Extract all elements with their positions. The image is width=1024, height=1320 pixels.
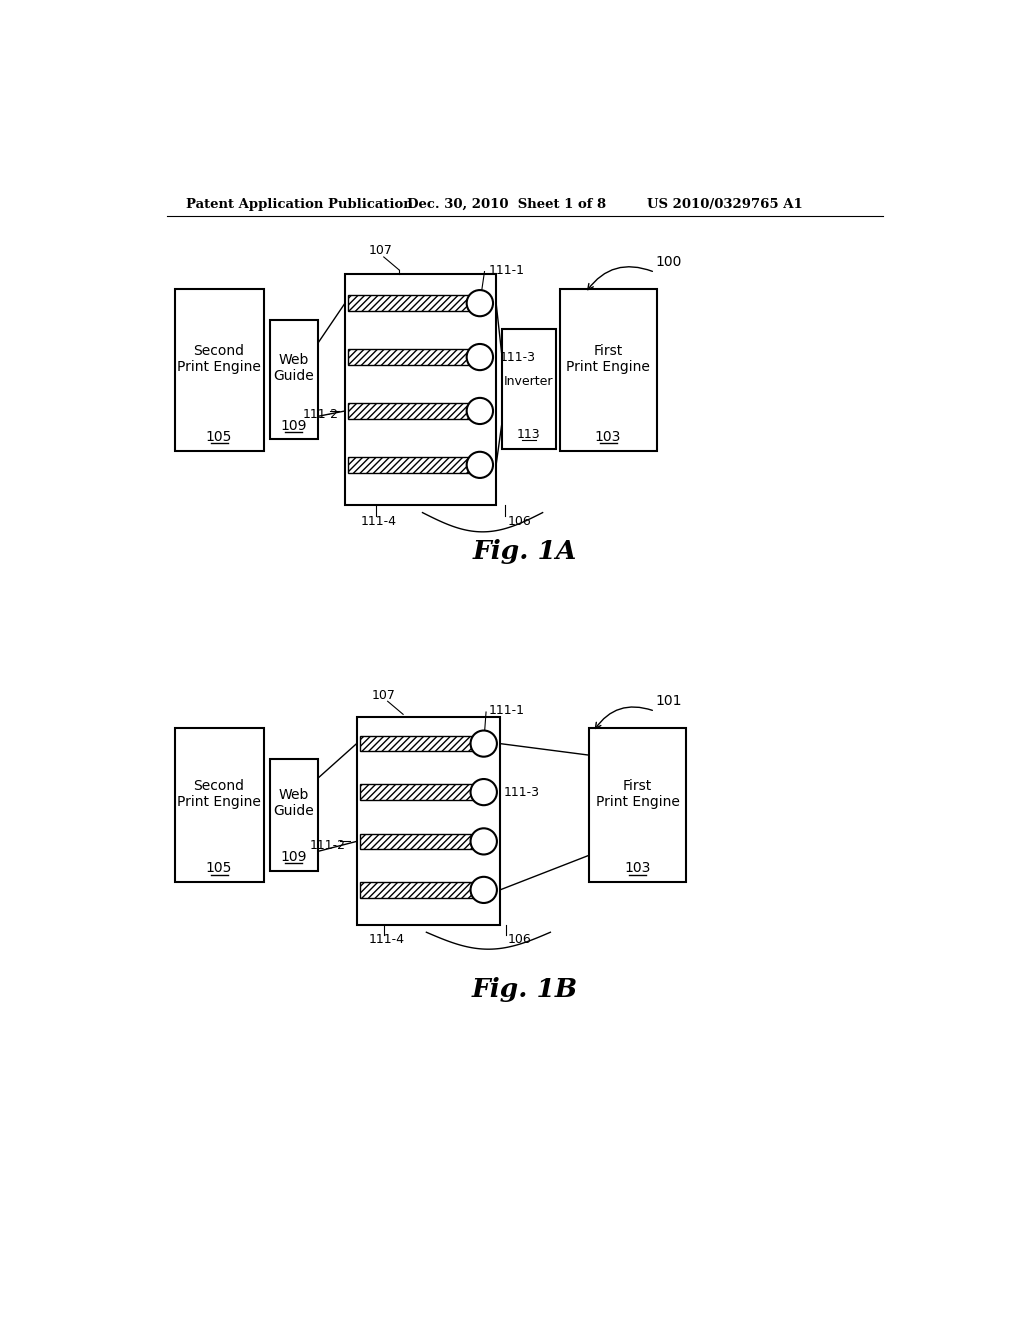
Circle shape <box>467 451 493 478</box>
Text: 107: 107 <box>369 244 392 257</box>
Bar <box>359 882 474 898</box>
Bar <box>502 330 556 449</box>
Bar <box>348 350 470 364</box>
Bar <box>348 404 470 418</box>
Text: 111-4: 111-4 <box>360 515 396 528</box>
Bar <box>359 737 474 751</box>
Text: Dec. 30, 2010  Sheet 1 of 8: Dec. 30, 2010 Sheet 1 of 8 <box>407 198 606 211</box>
Text: 111-3: 111-3 <box>500 351 536 363</box>
Bar <box>345 275 496 506</box>
Circle shape <box>467 397 493 424</box>
Circle shape <box>471 829 497 854</box>
Bar <box>359 737 474 751</box>
Text: 103: 103 <box>625 862 650 875</box>
Text: 109: 109 <box>281 850 307 863</box>
Circle shape <box>467 290 493 317</box>
Text: 111-4: 111-4 <box>369 933 404 946</box>
Text: US 2010/0329765 A1: US 2010/0329765 A1 <box>647 198 803 211</box>
Text: 105: 105 <box>206 862 232 875</box>
Text: Web
Guide: Web Guide <box>273 354 314 383</box>
Text: 113: 113 <box>517 428 541 441</box>
Text: 103: 103 <box>595 430 622 444</box>
Circle shape <box>471 876 497 903</box>
Text: Inverter: Inverter <box>504 375 553 388</box>
Text: 111-2: 111-2 <box>302 408 338 421</box>
Text: First
Print Engine: First Print Engine <box>596 779 680 809</box>
Text: 100: 100 <box>655 255 681 269</box>
Text: 106: 106 <box>508 933 531 946</box>
Text: Second
Print Engine: Second Print Engine <box>177 779 261 809</box>
Text: Patent Application Publication: Patent Application Publication <box>186 198 413 211</box>
Text: 111-1: 111-1 <box>488 704 524 717</box>
Text: Fig. 1B: Fig. 1B <box>472 978 578 1002</box>
Bar <box>348 457 470 473</box>
Bar <box>348 404 470 418</box>
Bar <box>348 457 470 473</box>
Text: 106: 106 <box>508 515 531 528</box>
Bar <box>270 321 317 440</box>
Bar <box>348 296 470 312</box>
Text: 111-1: 111-1 <box>488 264 524 277</box>
Text: Second
Print Engine: Second Print Engine <box>177 343 261 374</box>
Text: First
Print Engine: First Print Engine <box>566 343 650 374</box>
Text: Web
Guide: Web Guide <box>273 788 314 818</box>
Bar <box>174 289 263 451</box>
Text: 107: 107 <box>372 689 396 702</box>
Circle shape <box>471 730 497 756</box>
Bar <box>560 289 656 451</box>
Text: 111-3: 111-3 <box>504 785 540 799</box>
Text: 111-2: 111-2 <box>310 838 346 851</box>
Text: 109: 109 <box>281 418 307 433</box>
Bar <box>359 784 474 800</box>
Bar <box>348 296 470 312</box>
Bar <box>174 729 263 882</box>
Bar <box>359 784 474 800</box>
Text: Fig. 1A: Fig. 1A <box>473 539 577 564</box>
Circle shape <box>471 779 497 805</box>
Bar <box>359 834 474 849</box>
Bar <box>589 729 686 882</box>
Bar <box>270 759 317 871</box>
Bar <box>359 882 474 898</box>
Circle shape <box>467 345 493 370</box>
Bar <box>359 834 474 849</box>
Text: 101: 101 <box>655 694 682 709</box>
Bar <box>348 350 470 364</box>
Bar <box>356 717 500 924</box>
Text: 105: 105 <box>206 430 232 444</box>
